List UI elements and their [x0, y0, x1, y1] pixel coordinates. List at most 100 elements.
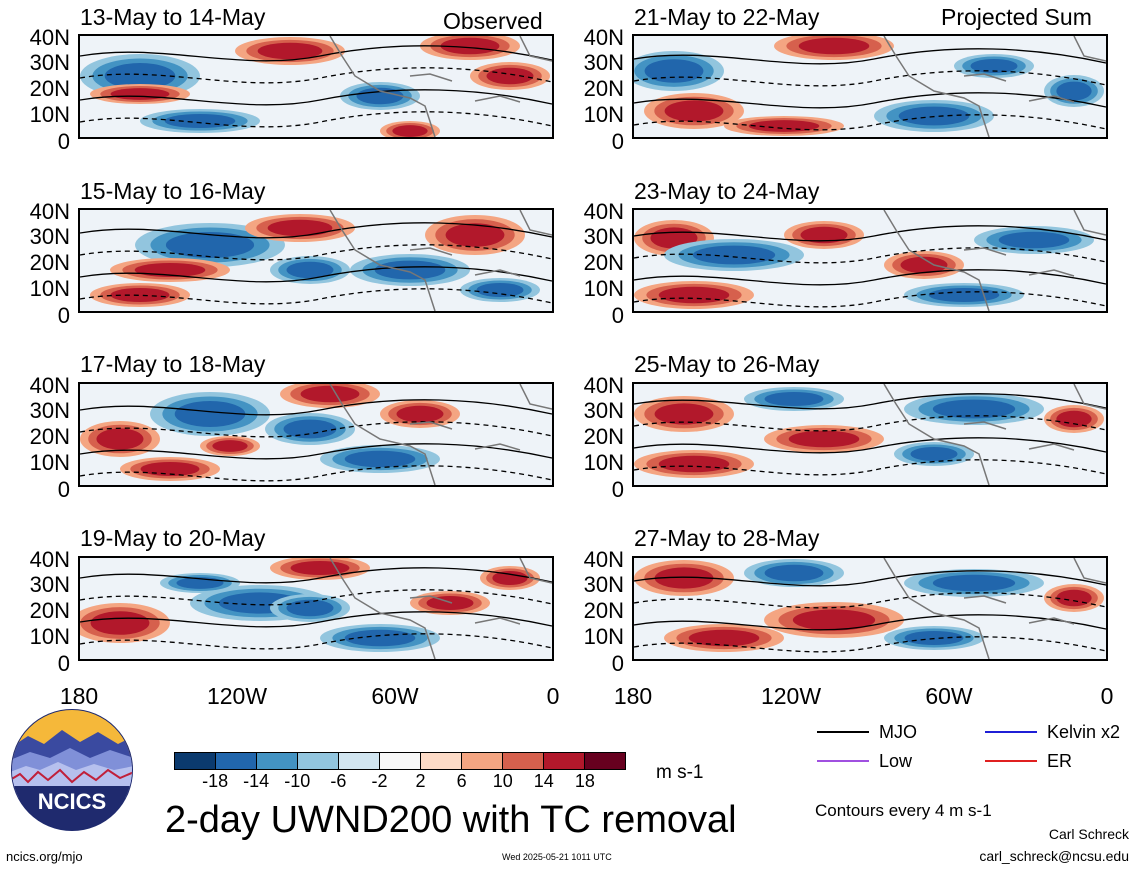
wind-anomaly-field: [634, 384, 1106, 485]
projected-column-title: Projected Sum: [941, 4, 1092, 30]
easterly-anomaly: [164, 113, 236, 129]
timestamp: Wed 2025-05-21 1011 UTC: [502, 852, 612, 862]
mjo-contour: [634, 437, 1106, 454]
colorbar-swatch: [175, 753, 216, 769]
lat-label: 20N: [29, 598, 70, 623]
map-panel-left-2: [78, 208, 554, 313]
contours-note: Contours every 4 m s-1: [815, 801, 992, 820]
site-link[interactable]: ncics.org/mjo: [6, 849, 83, 864]
lat-label: 40N: [29, 25, 70, 50]
lat-label: 0: [57, 303, 70, 328]
easterly-anomaly: [932, 399, 1016, 419]
easterly-anomaly: [104, 63, 176, 89]
coastline: [329, 558, 552, 659]
legend-label-low: Low: [879, 751, 913, 771]
easterly-anomaly: [283, 419, 337, 439]
mjo-contour: [634, 393, 1106, 410]
westerly-anomaly: [300, 385, 360, 403]
coastline: [883, 36, 1106, 137]
lat-label: 40N: [29, 373, 70, 398]
panel-title-right-2: 23-May to 24-May: [634, 178, 820, 204]
logo-text: NCICS: [38, 789, 106, 814]
easterly-anomaly: [644, 59, 704, 83]
author-email: carl_schreck@ncsu.edu: [979, 848, 1129, 864]
mjo-contour: [80, 421, 552, 438]
map-panel-left-1: [78, 34, 554, 139]
legend-label-kelvin: Kelvin x2: [1047, 722, 1121, 742]
colorbar-swatch: [257, 753, 298, 769]
mjo-contour: [80, 633, 552, 650]
mjo-contour: [634, 636, 1106, 653]
wind-anomaly-field: [634, 36, 1106, 137]
easterly-anomaly: [928, 287, 1000, 303]
westerly-anomaly: [392, 125, 428, 137]
legend-swatch-mjo: [817, 731, 869, 733]
colorbar-tick-label: 10: [492, 771, 513, 791]
westerly-anomaly: [654, 567, 714, 589]
mjo-contour: [80, 45, 552, 62]
lat-label: 10N: [29, 276, 70, 301]
mjo-contour: [634, 70, 1106, 87]
mjo-contour: [80, 589, 552, 606]
easterly-anomaly: [286, 261, 334, 279]
mjo-contour: [80, 222, 552, 239]
lat-label: 20N: [583, 76, 624, 101]
mjo-contour: [80, 244, 552, 261]
colorbar-swatch: [339, 753, 380, 769]
lat-label: 10N: [583, 624, 624, 649]
easterly-anomaly: [970, 58, 1018, 74]
easterly-anomaly: [286, 599, 334, 617]
mjo-contour: [80, 611, 552, 628]
panel-title-left-3: 17-May to 18-May: [80, 351, 266, 377]
mjo-contour: [634, 291, 1106, 308]
observed-column-title: Observed: [443, 8, 543, 34]
westerly-anomaly: [396, 405, 444, 423]
colorbar-tick-label: 2: [415, 771, 426, 791]
easterly-anomaly: [692, 245, 776, 265]
lat-label: 0: [611, 651, 624, 676]
lat-label: 20N: [29, 424, 70, 449]
colorbar-swatch: [421, 753, 462, 769]
colorbar-units: m s-1: [656, 762, 704, 783]
lat-label: 0: [57, 477, 70, 502]
colorbar-swatch: [216, 753, 257, 769]
lat-label: 10N: [29, 450, 70, 475]
lon-label: 0: [546, 683, 560, 709]
lat-label: 30N: [583, 224, 624, 249]
colorbar-tick-label: -6: [330, 771, 347, 791]
westerly-anomaly: [658, 455, 730, 473]
lat-label: 30N: [29, 224, 70, 249]
lat-label: 0: [611, 477, 624, 502]
lat-label: 20N: [29, 250, 70, 275]
mjo-contour: [634, 592, 1106, 609]
westerly-anomaly: [748, 120, 820, 132]
easterly-anomaly: [764, 391, 824, 407]
panel-title-left-4: 19-May to 20-May: [80, 525, 266, 551]
lat-label: 0: [57, 129, 70, 154]
map-panel-right-4: [632, 556, 1108, 661]
lat-label: 40N: [583, 199, 624, 224]
westerly-anomaly: [257, 42, 323, 60]
lat-label: 40N: [583, 547, 624, 572]
westerly-anomaly: [1056, 589, 1092, 607]
lon-label: 120W: [206, 683, 268, 709]
westerly-anomaly: [800, 226, 848, 244]
lat-label: 20N: [583, 250, 624, 275]
westerly-anomaly: [90, 611, 150, 635]
easterly-anomaly: [476, 282, 524, 298]
colorbar-tick-label: -18: [202, 771, 229, 791]
lon-label: 120W: [760, 683, 822, 709]
coastline: [883, 558, 1106, 659]
lon-label: 180: [59, 683, 99, 709]
panel-title-left-2: 15-May to 16-May: [80, 178, 266, 204]
legend-swatch-er: [985, 760, 1037, 762]
map-panel-left-4: [78, 556, 554, 661]
mjo-contour: [80, 67, 552, 84]
mjo-contour: [80, 111, 552, 128]
mjo-contour: [634, 92, 1106, 109]
colorbar-tick-label: 14: [533, 771, 554, 791]
westerly-anomaly: [486, 67, 534, 85]
lat-label: 0: [611, 303, 624, 328]
legend-label-er: ER: [1047, 751, 1073, 771]
westerly-anomaly: [267, 219, 333, 237]
